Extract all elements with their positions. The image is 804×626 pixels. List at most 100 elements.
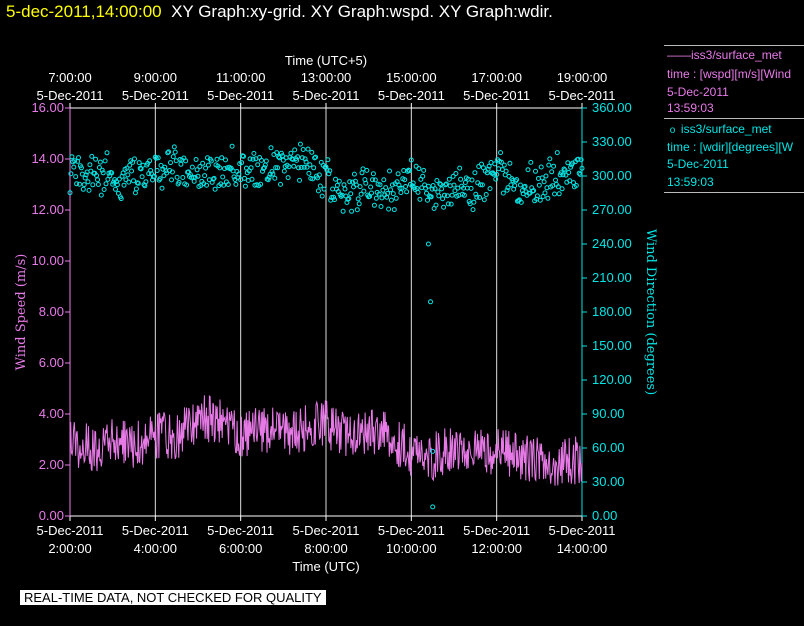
wind-direction-point [297, 177, 302, 183]
wind-direction-point [259, 157, 264, 163]
wind-direction-point [248, 165, 254, 171]
wind-direction-point [258, 181, 264, 187]
wind-direction-point [563, 172, 569, 178]
wind-direction-point [325, 157, 331, 163]
wind-direction-outlier [430, 504, 436, 510]
wind-direction-point [525, 167, 531, 173]
bottom-tick-date: 5-Dec-2011 [207, 523, 274, 538]
quality-notice: REAL-TIME DATA, NOT CHECKED FOR QUALITY [20, 590, 326, 605]
wind-direction-point [136, 160, 142, 166]
wind-direction-point [157, 176, 163, 182]
wind-direction-point [479, 182, 485, 188]
wind-direction-point [416, 166, 422, 172]
wind-direction-point [281, 168, 287, 174]
wind-direction-outlier [428, 299, 433, 305]
wind-direction-point [306, 170, 312, 176]
wind-direction-point [178, 161, 184, 167]
wind-direction-point [83, 172, 89, 178]
wind-direction-point [402, 177, 408, 183]
wind-direction-point [356, 201, 362, 207]
wind-direction-point [504, 187, 510, 193]
wind-direction-point [103, 181, 109, 187]
wind-direction-point [139, 174, 145, 180]
wind-direction-point [221, 182, 227, 188]
bottom-tick-time: 2:00:00 [48, 541, 91, 556]
wind-direction-point [393, 195, 399, 201]
wind-direction-point [389, 182, 395, 188]
wind-direction-point [468, 185, 474, 191]
wind-direction-point [302, 156, 308, 162]
header-graph-names: XY Graph:xy-grid. XY Graph:wspd. XY Grap… [171, 2, 553, 21]
wind-direction-point [251, 150, 257, 156]
top-tick-date: 5-Dec-2011 [293, 88, 360, 103]
wind-direction-point [155, 155, 161, 161]
wind-direction-point [67, 190, 73, 196]
wind-direction-point [385, 190, 391, 196]
right-tick-label: 30.00 [592, 474, 625, 489]
legend-wspd-variable: time : [wspd][m/s][Wind [667, 67, 792, 81]
wind-direction-point [99, 167, 105, 173]
wind-direction-point [368, 184, 374, 190]
wind-direction-point [321, 186, 327, 192]
wind-direction-point [132, 190, 138, 196]
wind-direction-point [387, 168, 392, 174]
wind-direction-point [274, 150, 280, 156]
left-tick-label: 10.00 [31, 253, 64, 268]
wind-direction-point [442, 192, 447, 198]
wind-direction-point [327, 168, 333, 174]
wind-direction-point [498, 159, 504, 165]
wind-direction-outlier [425, 241, 431, 247]
top-tick-time: 13:00:00 [301, 70, 352, 85]
wind-direction-point [82, 175, 88, 181]
wind-direction-point [158, 162, 164, 168]
wind-direction-point [554, 150, 560, 156]
wind-direction-point [200, 160, 206, 166]
wind-direction-point [268, 145, 274, 151]
wind-direction-point [87, 162, 93, 168]
top-tick-time: 9:00:00 [134, 70, 177, 85]
wind-direction-point [288, 150, 294, 156]
wind-direction-point [432, 186, 438, 192]
wind-direction-point [397, 185, 403, 191]
wind-direction-point [498, 150, 503, 156]
right-tick-label: 120.00 [592, 372, 632, 387]
wind-direction-point [553, 177, 558, 183]
wind-direction-point [272, 175, 278, 181]
wind-direction-point [74, 181, 80, 187]
wind-direction-point [242, 183, 248, 189]
wind-direction-point [109, 170, 115, 176]
wind-direction-point [334, 182, 340, 188]
wind-direction-point [291, 163, 297, 169]
wind-direction-point [436, 193, 442, 199]
wind-direction-point [408, 157, 414, 163]
wind-direction-point [261, 165, 267, 171]
wind-direction-point [487, 186, 493, 192]
wind-direction-point [278, 150, 284, 156]
wind-direction-point [69, 154, 75, 160]
wind-direction-point [297, 141, 303, 147]
wind-direction-point [425, 197, 430, 203]
legend-divider [664, 118, 804, 119]
wind-direction-point [379, 195, 385, 201]
wind-direction-point [168, 160, 173, 166]
wind-direction-point [562, 167, 568, 173]
wind-direction-point [388, 197, 394, 203]
wind-direction-point [301, 164, 307, 170]
wind-direction-point [191, 178, 197, 184]
wind-direction-point [551, 163, 557, 169]
wind-direction-point [543, 173, 549, 179]
wind-direction-point [446, 176, 452, 182]
wind-direction-point [522, 183, 528, 189]
left-axis-label: Wind Speed (m/s) [14, 254, 29, 371]
wind-direction-point [255, 162, 261, 168]
wind-direction-point [123, 177, 129, 183]
top-tick-date: 5-Dec-2011 [37, 88, 104, 103]
wind-direction-point [372, 177, 378, 183]
wind-direction-point [390, 191, 396, 197]
top-tick-time: 11:00:00 [216, 70, 266, 85]
wind-direction-point [97, 159, 103, 165]
wind-direction-point [247, 156, 253, 162]
wind-direction-point [208, 158, 214, 164]
bottom-tick-time: 12:00:00 [471, 541, 522, 556]
wind-direction-point [195, 173, 201, 179]
